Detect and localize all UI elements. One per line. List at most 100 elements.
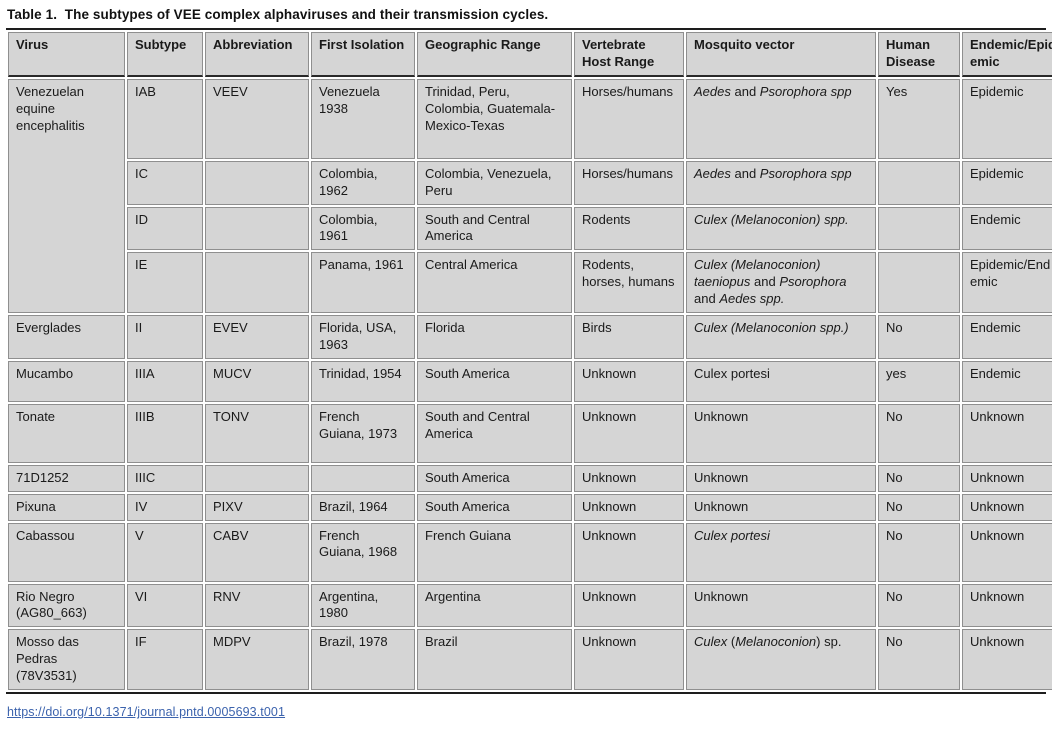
table-cell: No — [878, 315, 960, 359]
table-cell: Unknown — [574, 360, 684, 402]
column-header-virus: Virus — [8, 32, 125, 77]
cell-text: and — [694, 291, 720, 307]
table-cell: Unknown — [686, 464, 876, 492]
table-row: Mucambo IIIA MUCV Trinidad, 1954 South Ameri… — [8, 360, 1052, 402]
column-header-first-isolation: First Isolation — [311, 32, 415, 77]
table-cell: Florida — [417, 315, 572, 359]
table-cell: Horses/humans — [574, 78, 684, 159]
table-cell: Epidemic — [962, 160, 1052, 205]
table-cell: Aedes and Psorophora spp — [686, 160, 876, 205]
table-cell: Unknown — [962, 522, 1052, 582]
cell-text: and — [750, 274, 780, 290]
species-name: Culex — [694, 634, 728, 650]
species-name: Aedes — [694, 83, 731, 99]
table-cell: CABV — [205, 522, 309, 582]
table-cell: IIIB — [127, 403, 203, 463]
table-cell: Epidemic — [962, 78, 1052, 159]
table-cell: Unknown — [962, 629, 1052, 691]
table-row: Rio Negro (AG80_663) VI RNV Argentina, 1980… — [8, 583, 1052, 628]
table-cell: No — [878, 583, 960, 628]
table-cell: Everglades — [8, 315, 125, 359]
species-name: Aedes — [694, 165, 731, 181]
footer: https://doi.org/10.1371/journal.pntd.000… — [7, 703, 1046, 721]
table-cell: Unknown — [574, 493, 684, 521]
species-name: Psorophora — [779, 274, 847, 290]
table-cell — [311, 464, 415, 492]
species-name: Culex (Melanoconion spp.) — [694, 320, 849, 336]
table-cell: Culex portesi — [686, 360, 876, 402]
table-cell: VI — [127, 583, 203, 628]
table-cell: Endemic — [962, 315, 1052, 359]
cell-text: and — [730, 83, 760, 99]
table-cell: IIIC — [127, 464, 203, 492]
table-cell: Culex (Melanoconion) spp. — [686, 206, 876, 251]
table-cell: Venezuela 1938 — [311, 78, 415, 159]
column-header-subtype: Subtype — [127, 32, 203, 77]
species-name: Psorophora spp — [759, 83, 852, 99]
table-cell: Brazil, 1964 — [311, 493, 415, 521]
cell-text: ( — [727, 634, 736, 650]
table-cell: No — [878, 522, 960, 582]
table-row: Everglades II EVEV Florida, USA, 1963 Florid… — [8, 315, 1052, 359]
table-cell: Endemic — [962, 206, 1052, 251]
table-cell: Brazil — [417, 629, 572, 691]
table-cell: Unknown — [574, 629, 684, 691]
table-cell: No — [878, 403, 960, 463]
table-cell: Panama, 1961 — [311, 252, 415, 314]
table-cell: IF — [127, 629, 203, 691]
column-header-geographic-range: Geographic Range — [417, 32, 572, 77]
table-cell: No — [878, 493, 960, 521]
table-cell: Argentina — [417, 583, 572, 628]
table-cell: Culex (Melanoconion) sp. — [686, 629, 876, 691]
table-cell: Culex (Melanoconion) taeniopus and Psoro… — [686, 252, 876, 314]
table-cell: II — [127, 315, 203, 359]
table-row: IC Colombia, 1962 Colombia, Venezuela, Per… — [8, 160, 1052, 205]
table-cell: IV — [127, 493, 203, 521]
table-row: Mosso das Pedras (78V3531) IF MDPV Brazil, … — [8, 629, 1052, 691]
table-cell: Trinidad, Peru, Colombia, Guatemala-Mexi… — [417, 78, 572, 159]
table-cell: South America — [417, 464, 572, 492]
table-cell: IAB — [127, 78, 203, 159]
table-cell: TONV — [205, 403, 309, 463]
table-cell: Pixuna — [8, 493, 125, 521]
species-name: Melanoconion — [735, 634, 817, 650]
table-cell — [205, 206, 309, 251]
table-cell: South America — [417, 493, 572, 521]
table-cell: Rodents — [574, 206, 684, 251]
cell-text: and — [730, 165, 760, 181]
table-row: Venezuelan equine encephalitis IAB VEEV Ven… — [8, 78, 1052, 314]
table-cell: Epidemic/Endemic — [962, 252, 1052, 314]
table-row: IE Panama, 1961 Central America Rodents, ho… — [8, 252, 1052, 314]
table-cell: Rio Negro (AG80_663) — [8, 583, 125, 628]
table-cell: yes — [878, 360, 960, 402]
table-cell: Venezuelan equine encephalitis — [8, 78, 125, 314]
table-cell — [205, 464, 309, 492]
table-cell: Endemic — [962, 360, 1052, 402]
table-cell: RNV — [205, 583, 309, 628]
table-cell: Cabassou — [8, 522, 125, 582]
table-cell: Horses/humans — [574, 160, 684, 205]
table-cell: Trinidad, 1954 — [311, 360, 415, 402]
table-cell: Unknown — [962, 583, 1052, 628]
doi-link[interactable]: https://doi.org/10.1371/journal.pntd.000… — [7, 705, 286, 720]
table-cell: IC — [127, 160, 203, 205]
table-cell: Unknown — [962, 464, 1052, 492]
table-row: Tonate IIIB TONV French Guiana, 1973 South a… — [8, 403, 1052, 463]
species-name: Psorophora spp — [759, 165, 852, 181]
table-row: Cabassou V CABV French Guiana, 1968 French G… — [8, 522, 1052, 582]
table-cell: Unknown — [574, 583, 684, 628]
vee-subtypes-table: Virus Subtype Abbreviation First Isolation G… — [6, 30, 1052, 693]
table-row: 71D1252 IIIC South America Unknown Unknown No… — [8, 464, 1052, 492]
species-name: Culex portesi — [694, 527, 770, 543]
table-title: Table 1. The subtypes of VEE complex alp… — [7, 7, 549, 22]
table-row: ID Colombia, 1961 South and Central Americ… — [8, 206, 1052, 251]
table-cell: V — [127, 522, 203, 582]
cell-text: ) sp. — [816, 634, 842, 650]
table-cell — [878, 160, 960, 205]
table-cell: IIIA — [127, 360, 203, 402]
table-header: Virus Subtype Abbreviation First Isolation G… — [8, 32, 1052, 77]
table-cell: French Guiana — [417, 522, 572, 582]
table-cell: No — [878, 629, 960, 691]
table-container: Virus Subtype Abbreviation First Isolation G… — [6, 28, 1052, 695]
